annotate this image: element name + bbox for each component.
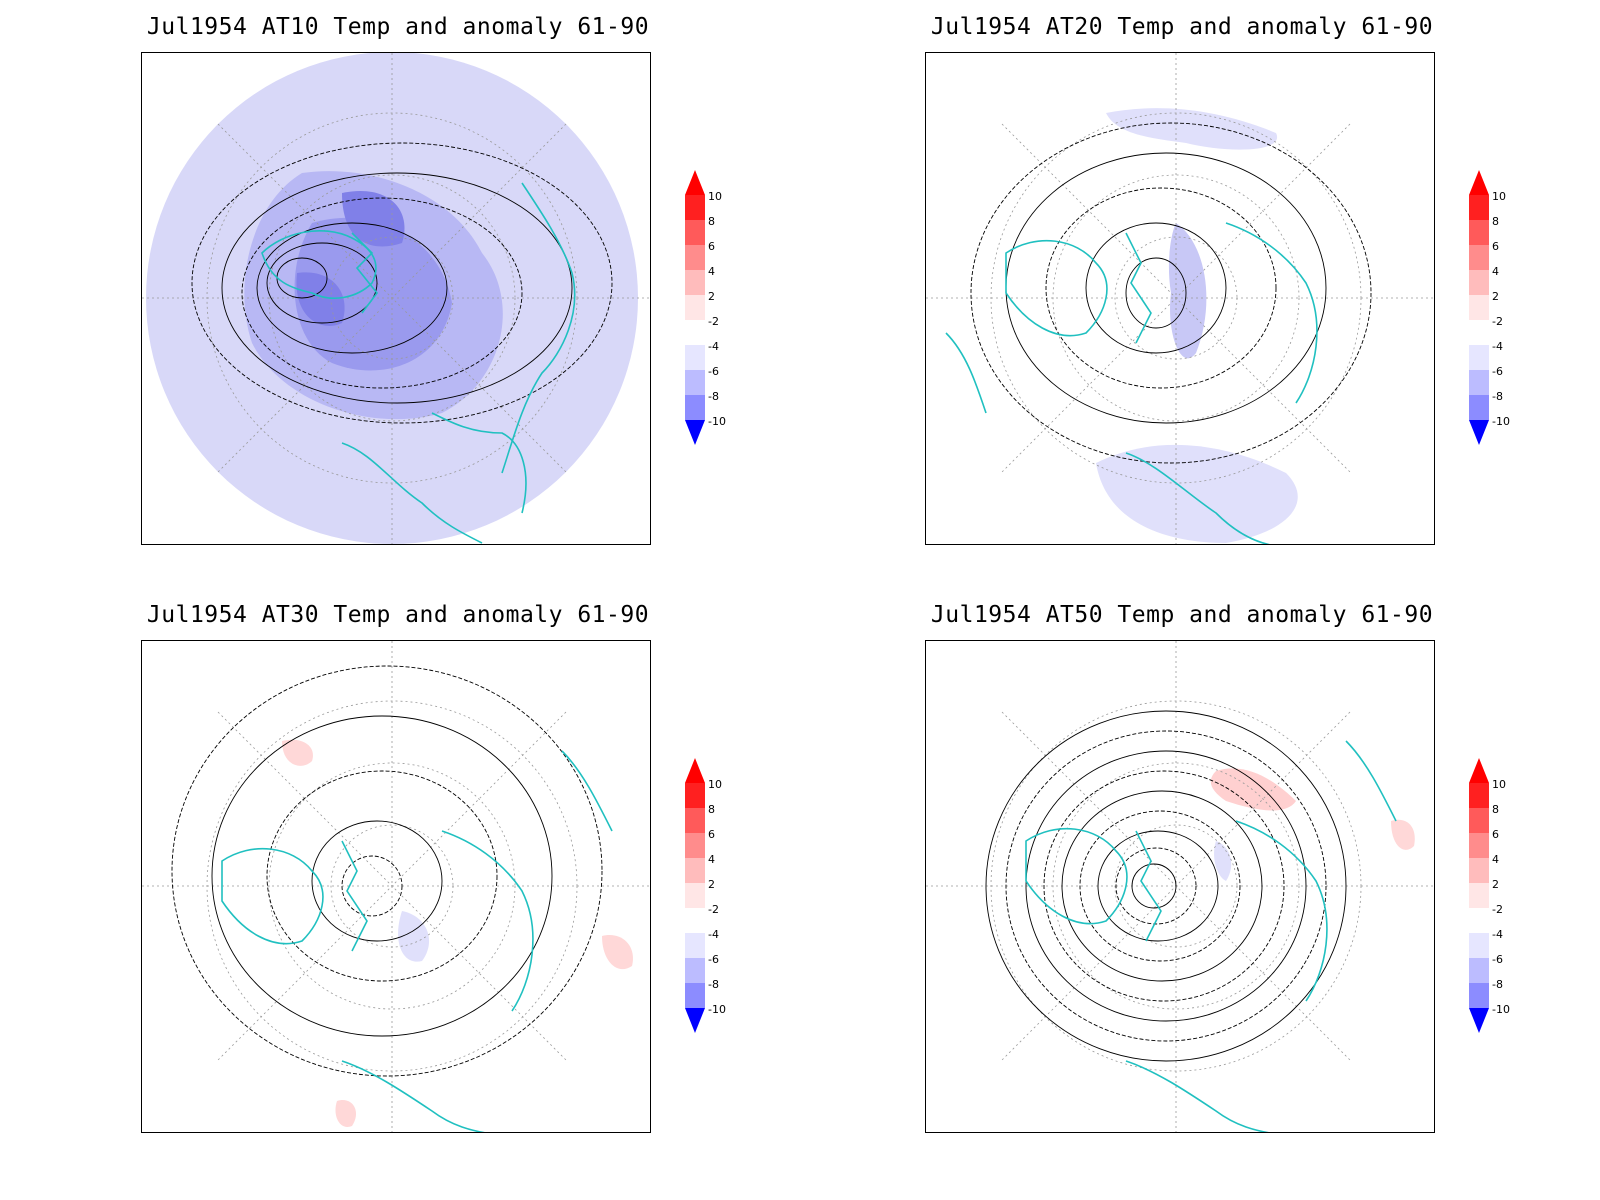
panel-at20: Jul1954 AT20 Temp and anomaly 61-90 [922,0,1510,560]
colorbar: 10 8 6 4 2 -2 -4 -6 -8 -10 [681,758,741,1048]
svg-text:-4: -4 [708,928,719,941]
svg-text:2: 2 [708,878,715,891]
svg-text:4: 4 [708,853,715,866]
polar-map-at10 [142,53,650,544]
svg-text:4: 4 [1492,265,1499,278]
svg-text:-10: -10 [1492,415,1510,428]
map-frame [925,640,1435,1133]
svg-text:-10: -10 [708,415,726,428]
svg-text:-4: -4 [1492,928,1503,941]
colorbar: 10 8 6 4 2 -2 -4 -6 -8 -10 [1465,758,1525,1048]
panel-title: Jul1954 AT20 Temp and anomaly 61-90 [930,14,1434,40]
svg-text:10: 10 [708,190,722,203]
map-frame [141,640,651,1133]
svg-text:6: 6 [708,828,715,841]
polar-map-at20 [926,53,1434,544]
polar-map-at30 [142,641,650,1132]
svg-text:8: 8 [1492,215,1499,228]
panel-at50: Jul1954 AT50 Temp and anomaly 61-90 [922,588,1510,1148]
svg-text:-6: -6 [1492,953,1503,966]
colorbar: 10 8 6 4 2 -2 -4 -6 -8 -10 [1465,170,1525,460]
svg-text:-6: -6 [708,365,719,378]
svg-text:8: 8 [1492,803,1499,816]
svg-text:-4: -4 [708,340,719,353]
svg-text:10: 10 [708,778,722,791]
svg-text:4: 4 [708,265,715,278]
svg-text:-6: -6 [708,953,719,966]
svg-text:-8: -8 [1492,978,1503,991]
map-frame [141,52,651,545]
svg-text:-10: -10 [1492,1003,1510,1016]
svg-text:8: 8 [708,215,715,228]
svg-text:-6: -6 [1492,365,1503,378]
svg-text:-8: -8 [1492,390,1503,403]
svg-text:6: 6 [708,240,715,253]
polar-map-at50 [926,641,1434,1132]
svg-text:6: 6 [1492,828,1499,841]
svg-text:2: 2 [708,290,715,303]
svg-text:6: 6 [1492,240,1499,253]
colorbar: 10 8 6 4 2 -2 -4 -6 -8 -10 [681,170,741,460]
svg-text:-2: -2 [1492,903,1503,916]
svg-text:-4: -4 [1492,340,1503,353]
svg-text:2: 2 [1492,878,1499,891]
svg-text:8: 8 [708,803,715,816]
panel-title: Jul1954 AT10 Temp and anomaly 61-90 [146,14,650,40]
svg-text:4: 4 [1492,853,1499,866]
panel-title: Jul1954 AT50 Temp and anomaly 61-90 [930,602,1434,628]
svg-text:-2: -2 [1492,315,1503,328]
svg-text:10: 10 [1492,190,1506,203]
panel-at10: Jul1954 AT10 Temp and anomaly 61-90 [138,0,726,560]
svg-text:2: 2 [1492,290,1499,303]
svg-text:-2: -2 [708,903,719,916]
panel-title: Jul1954 AT30 Temp and anomaly 61-90 [146,602,650,628]
svg-text:-8: -8 [708,390,719,403]
svg-text:-10: -10 [708,1003,726,1016]
map-frame [925,52,1435,545]
panel-at30: Jul1954 AT30 Temp and anomaly 61-90 [138,588,726,1148]
svg-text:-2: -2 [708,315,719,328]
svg-text:10: 10 [1492,778,1506,791]
svg-text:-8: -8 [708,978,719,991]
